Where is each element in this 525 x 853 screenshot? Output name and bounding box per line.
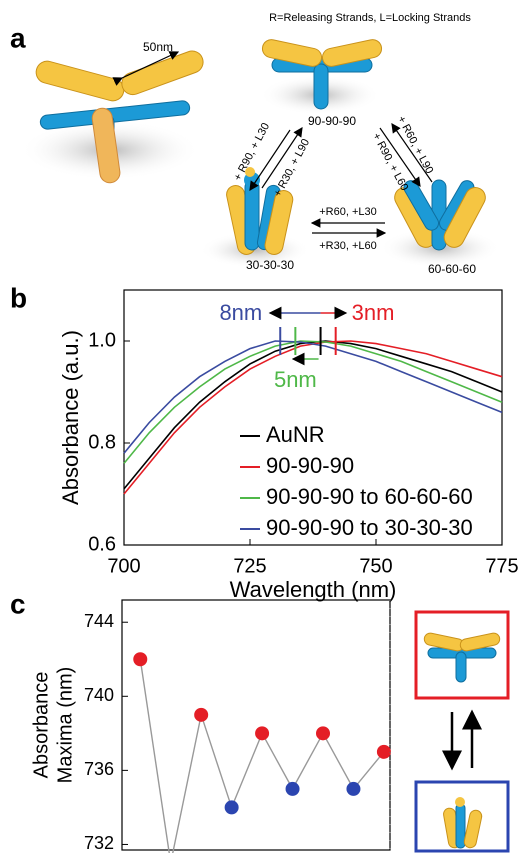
legend-label: AuNR <box>266 422 325 447</box>
transition-arrows <box>249 123 433 238</box>
y-tick-label: 0.8 <box>88 431 116 453</box>
data-point <box>224 800 239 815</box>
transition-label: +R30, +L60 <box>319 240 377 252</box>
y-tick-label: 740 <box>84 685 114 705</box>
structure-60 <box>380 179 500 268</box>
data-point <box>346 781 361 796</box>
state-icons <box>414 610 510 853</box>
x-tick-label: 725 <box>233 555 266 577</box>
structure-30 <box>200 167 310 268</box>
panel-label: a <box>10 22 26 53</box>
data-point <box>376 744 391 759</box>
transition-label: + R30, + L90 <box>272 137 312 199</box>
y-tick-label: 0.6 <box>88 533 116 555</box>
annotation: 5nm <box>274 367 317 392</box>
series-line <box>123 340 503 454</box>
y-tick-label: 744 <box>84 611 114 631</box>
x-axis-label: Wavelength (nm) <box>230 577 397 602</box>
legend-label: 90-90-90 to 30-30-30 <box>266 515 473 540</box>
legend-label: 90-90-90 to 60-60-60 <box>266 484 473 509</box>
transition-label: + R90, + L60 <box>370 131 410 193</box>
legend-note: R=Releasing Strands, L=Locking Strands <box>269 12 471 24</box>
y-axis-label: Absorbance (a.u.) <box>58 330 83 505</box>
y-axis-label: Absorbance <box>30 672 52 779</box>
x-tick-label: 775 <box>485 555 518 577</box>
data-point <box>133 652 148 667</box>
x-tick-label: 750 <box>359 555 392 577</box>
data-point <box>194 707 209 722</box>
y-tick-label: 1.0 <box>88 329 116 351</box>
panel-label: c <box>10 588 26 619</box>
y-tick-label: 732 <box>84 833 114 853</box>
series-line <box>123 340 503 464</box>
transition-label: + R60, + L90 <box>395 114 435 176</box>
structure-90 <box>260 39 383 115</box>
legend-label: 90-90-90 <box>266 453 354 478</box>
series-line <box>139 659 385 853</box>
y-axis-label: Maxima (nm) <box>54 667 76 784</box>
state-label: 60-60-60 <box>428 262 476 276</box>
y-tick-label: 736 <box>84 759 114 779</box>
transition-label: +R60, +L30 <box>319 206 377 218</box>
nanostructure-illustration <box>20 50 204 184</box>
panel-label: b <box>10 282 27 313</box>
plot-frame <box>121 599 391 851</box>
state-label: 90-90-90 <box>308 114 356 128</box>
state-label: 30-30-30 <box>246 258 294 272</box>
annotation: 3nm <box>352 300 395 325</box>
scale-label: 50nm <box>143 40 173 54</box>
data-point <box>285 781 300 796</box>
x-tick-label: 700 <box>107 555 140 577</box>
data-point <box>255 726 270 741</box>
annotation: 8nm <box>219 300 262 325</box>
plot-frame <box>123 289 503 546</box>
data-point <box>316 726 330 741</box>
